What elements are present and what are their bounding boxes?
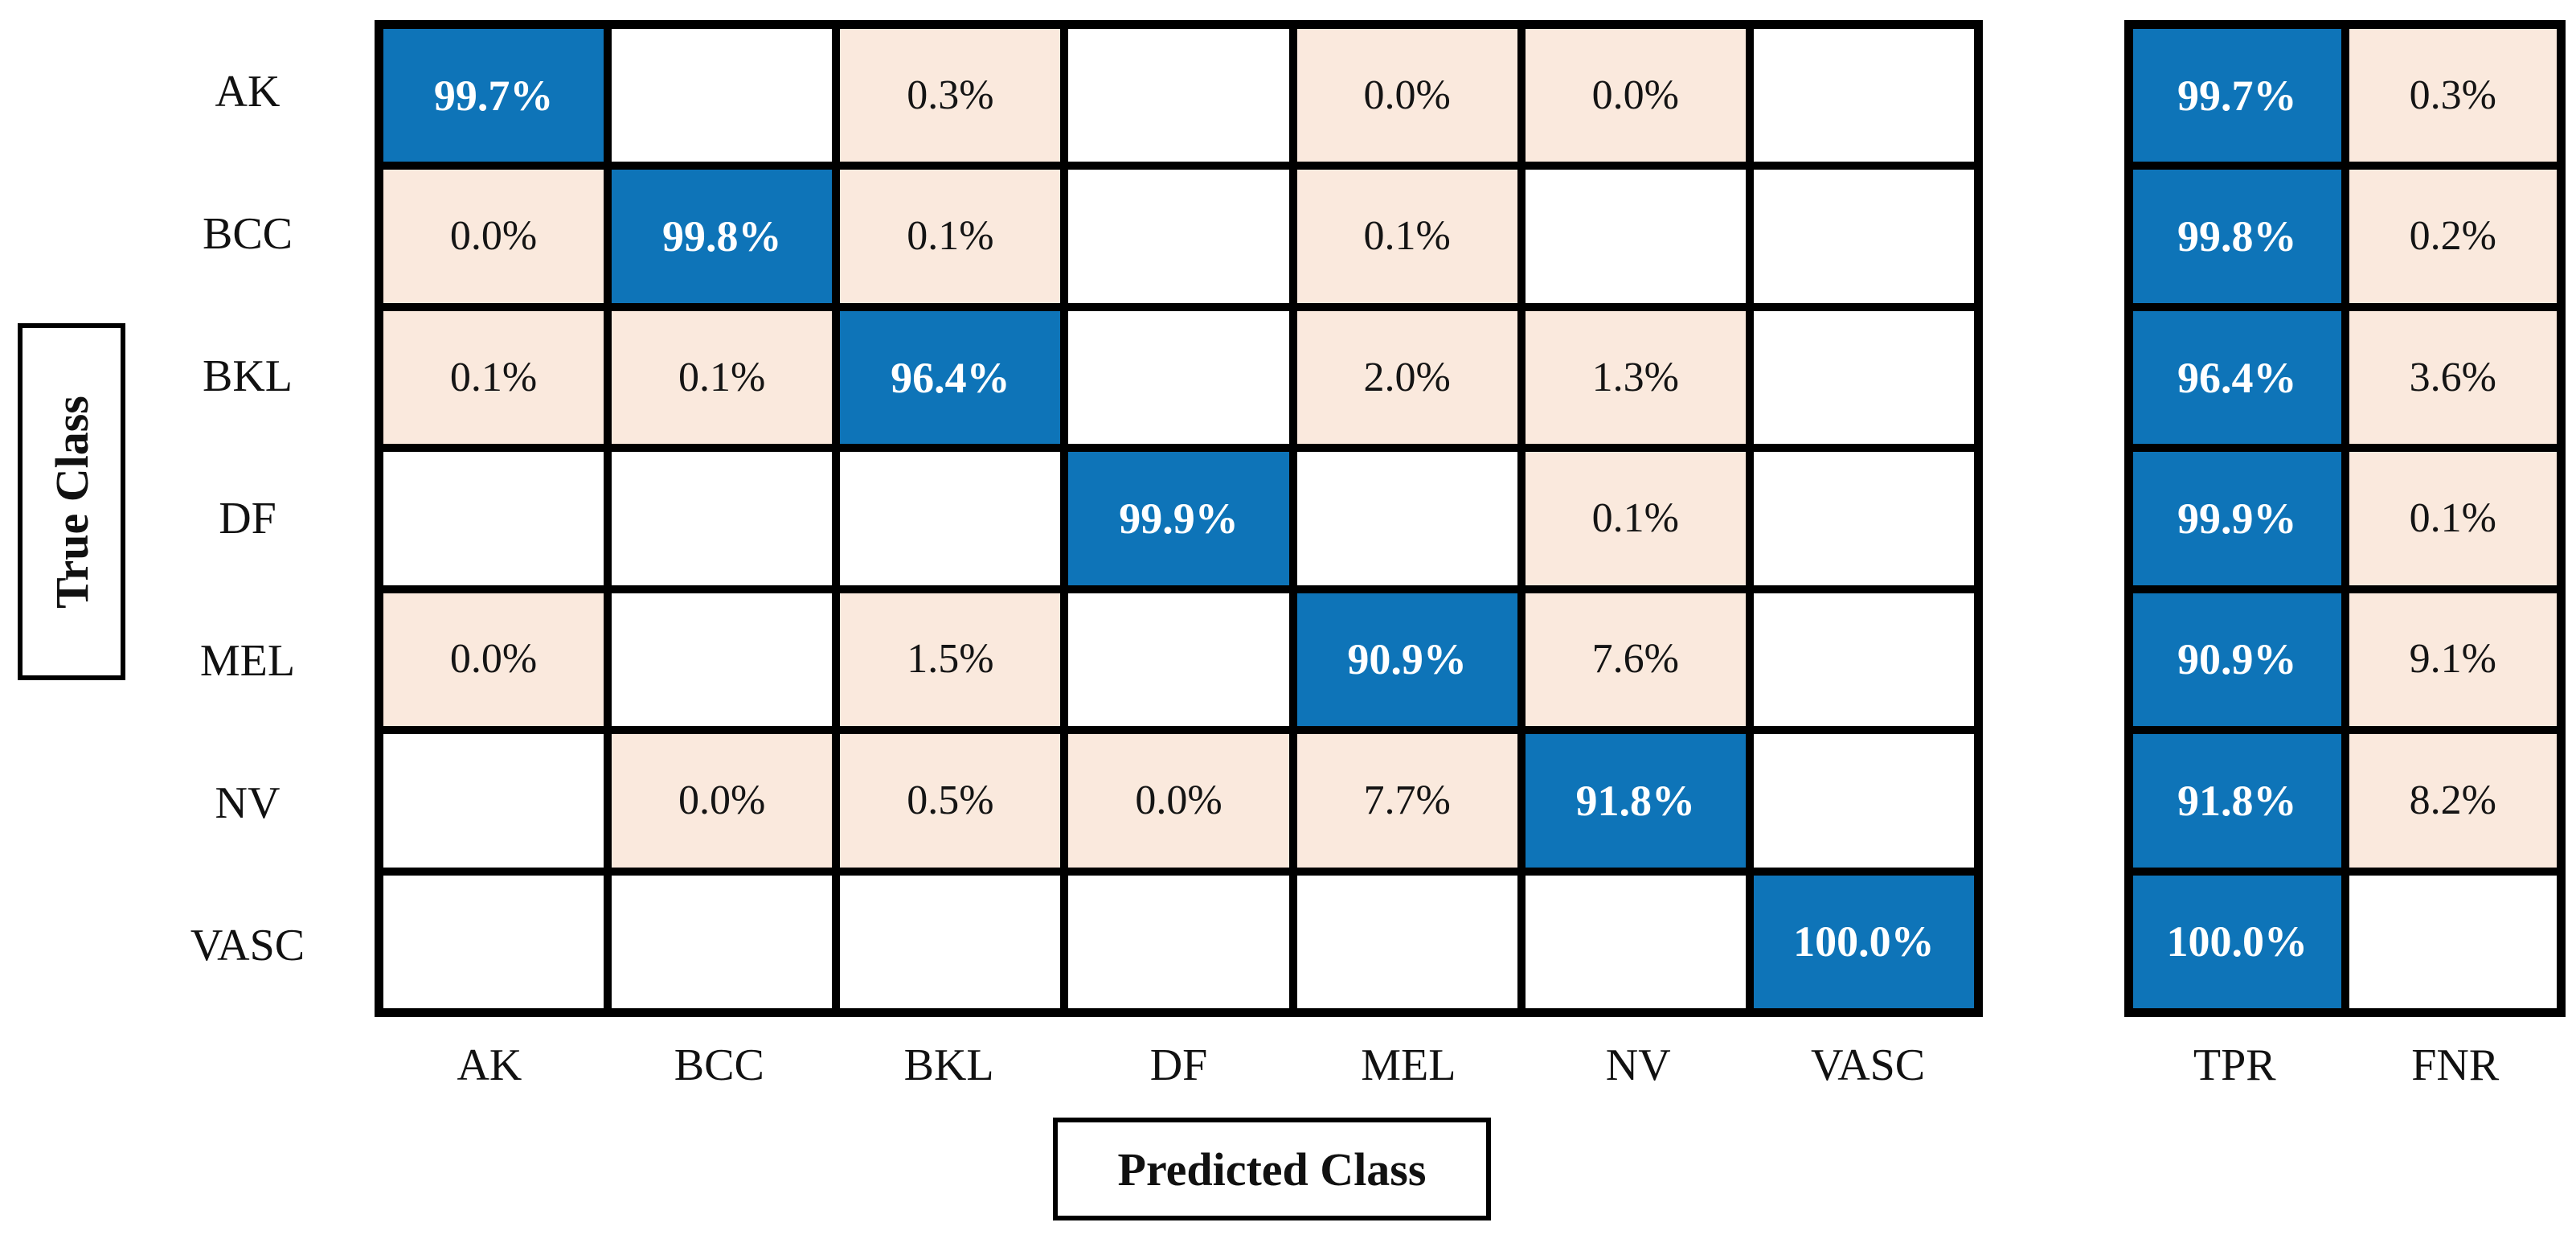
- cell-MEL-BKL: 1.5%: [840, 593, 1061, 727]
- tpr-cell-mel: 90.9%: [2133, 593, 2341, 727]
- cell-AK-VASC: [1753, 29, 1974, 162]
- row-label-nv: NV: [215, 778, 281, 829]
- cell-NV-VASC: [1753, 734, 1974, 868]
- tpr-cell-nv: 91.8%: [2133, 734, 2341, 868]
- cell-DF-NV: 0.1%: [1525, 452, 1746, 585]
- row-label-vasc: VASC: [190, 921, 305, 971]
- x-axis-title-box: Predicted Class: [1053, 1118, 1491, 1220]
- row-label-mel: MEL: [199, 636, 296, 687]
- cell-BKL-DF: [1068, 310, 1289, 445]
- cell-AK-MEL: 0.0%: [1296, 29, 1517, 162]
- cell-NV-MEL: 7.7%: [1296, 734, 1517, 868]
- row-label-bkl: BKL: [203, 351, 293, 401]
- confusion-matrix-grid: 99.7% 0.3% 0.0% 0.0% 0.0% 99.8% 0.1% 0.1…: [375, 20, 1983, 1017]
- cell-DF-BKL: [840, 452, 1061, 585]
- col-label-vasc: VASC: [1810, 1040, 1926, 1090]
- fnr-label: FNR: [2411, 1040, 2500, 1090]
- cell-MEL-BCC: [612, 593, 833, 727]
- fnr-cell-vasc: [2349, 875, 2557, 1008]
- cell-DF-DF: 99.9%: [1068, 452, 1289, 585]
- cell-BCC-MEL: 0.1%: [1296, 170, 1517, 303]
- cell-DF-MEL: [1296, 452, 1517, 585]
- col-label-mel: MEL: [1361, 1040, 1456, 1090]
- cell-AK-NV: 0.0%: [1525, 29, 1746, 162]
- cell-MEL-MEL: 90.9%: [1296, 593, 1517, 727]
- cell-BCC-NV: [1525, 170, 1746, 303]
- cell-NV-BCC: 0.0%: [612, 734, 833, 868]
- x-axis-title: Predicted Class: [1117, 1142, 1427, 1196]
- cell-BCC-DF: [1068, 170, 1289, 303]
- cell-AK-BKL: 0.3%: [840, 29, 1061, 162]
- cell-BKL-VASC: [1753, 310, 1974, 445]
- row-label-ak: AK: [215, 66, 281, 117]
- row-labels: AK BCC BKL DF MEL NV VASC: [121, 20, 375, 1017]
- tpr-cell-df: 99.9%: [2133, 452, 2341, 585]
- cell-BCC-BKL: 0.1%: [840, 170, 1061, 303]
- summary-column-labels: TPR FNR: [2124, 1029, 2566, 1101]
- cell-MEL-NV: 7.6%: [1525, 593, 1746, 727]
- cell-VASC-BKL: [840, 875, 1061, 1008]
- cell-BCC-AK: 0.0%: [383, 170, 604, 303]
- cell-BKL-NV: 1.3%: [1525, 310, 1746, 445]
- y-axis-title-box: True Class: [18, 323, 125, 680]
- tpr-fnr-grid: 99.7% 0.3% 99.8% 0.2% 96.4% 3.6% 99.9% 0…: [2124, 20, 2566, 1017]
- cell-NV-AK: [383, 734, 604, 868]
- cell-BKL-BCC: 0.1%: [612, 310, 833, 445]
- row-label-df: DF: [219, 493, 276, 544]
- y-axis-title: True Class: [45, 395, 98, 609]
- cell-NV-DF: 0.0%: [1068, 734, 1289, 868]
- col-label-nv: NV: [1605, 1040, 1671, 1090]
- fnr-cell-bcc: 0.2%: [2349, 170, 2557, 303]
- cell-VASC-MEL: [1296, 875, 1517, 1008]
- tpr-cell-bcc: 99.8%: [2133, 170, 2341, 303]
- cell-DF-VASC: [1753, 452, 1974, 585]
- cell-AK-DF: [1068, 29, 1289, 162]
- cell-MEL-AK: 0.0%: [383, 593, 604, 727]
- fnr-cell-bkl: 3.6%: [2349, 310, 2557, 445]
- row-label-bcc: BCC: [202, 208, 293, 259]
- cell-AK-AK: 99.7%: [383, 29, 604, 162]
- tpr-cell-ak: 99.7%: [2133, 29, 2341, 162]
- cell-NV-NV: 91.8%: [1525, 734, 1746, 868]
- tpr-cell-bkl: 96.4%: [2133, 310, 2341, 445]
- cell-NV-BKL: 0.5%: [840, 734, 1061, 868]
- cell-BKL-MEL: 2.0%: [1296, 310, 1517, 445]
- cell-BCC-VASC: [1753, 170, 1974, 303]
- fnr-cell-ak: 0.3%: [2349, 29, 2557, 162]
- cell-MEL-VASC: [1753, 593, 1974, 727]
- col-label-df: DF: [1149, 1040, 1208, 1090]
- cell-BCC-BCC: 99.8%: [612, 170, 833, 303]
- fnr-cell-mel: 9.1%: [2349, 593, 2557, 727]
- cell-BKL-AK: 0.1%: [383, 310, 604, 445]
- cell-VASC-BCC: [612, 875, 833, 1008]
- cell-AK-BCC: [612, 29, 833, 162]
- cell-DF-BCC: [612, 452, 833, 585]
- cell-VASC-NV: [1525, 875, 1746, 1008]
- fnr-cell-df: 0.1%: [2349, 452, 2557, 585]
- column-labels: AK BCC BKL DF MEL NV VASC: [375, 1029, 1983, 1101]
- cell-DF-AK: [383, 452, 604, 585]
- cell-MEL-DF: [1068, 593, 1289, 727]
- cell-VASC-DF: [1068, 875, 1289, 1008]
- cell-BKL-BKL: 96.4%: [840, 310, 1061, 445]
- fnr-cell-nv: 8.2%: [2349, 734, 2557, 868]
- col-label-bkl: BKL: [903, 1040, 994, 1090]
- cell-VASC-AK: [383, 875, 604, 1008]
- col-label-bcc: BCC: [674, 1040, 764, 1090]
- tpr-cell-vasc: 100.0%: [2133, 875, 2341, 1008]
- tpr-label: TPR: [2193, 1040, 2276, 1090]
- cell-VASC-VASC: 100.0%: [1753, 875, 1974, 1008]
- col-label-ak: AK: [457, 1040, 522, 1090]
